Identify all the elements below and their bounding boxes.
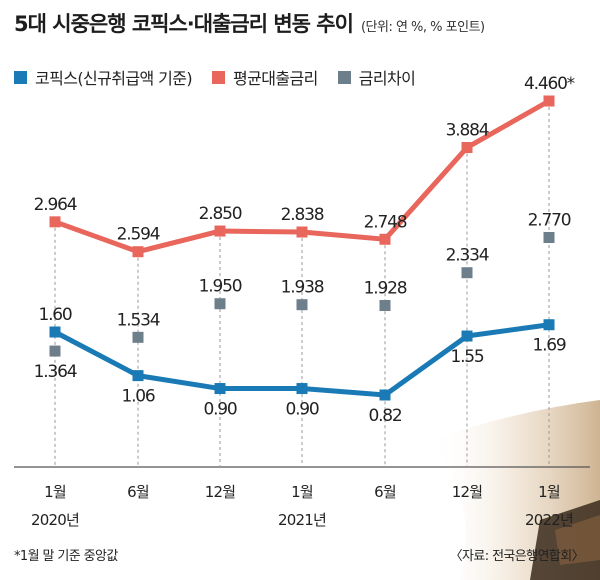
x-tick-label: 6월 (127, 483, 149, 501)
value-label-spread: 1.938 (281, 278, 324, 298)
x-year-label: 2021년 (278, 511, 326, 529)
chart-header: 5대 시중은행 코픽스·대출금리 변동 추이 (단위: 연 %, % 포인트) (14, 8, 586, 44)
value-label-loan-rate: 2.838 (281, 205, 324, 225)
value-labels: 1.60 1.06 0.90 0.90 0.82 1.55 1.69 2.964 2.594 2.… (34, 74, 576, 426)
value-label-spread: 1.950 (199, 277, 242, 297)
legend-swatch-loan-rate (211, 70, 225, 84)
decorative-corner-image (430, 400, 600, 580)
data-markers (49, 95, 555, 401)
x-tick-label: 6월 (374, 483, 396, 501)
value-label-loan-rate: 2.748 (364, 212, 407, 232)
x-tick-label: 1월 (538, 483, 560, 501)
value-label-kofix: 0.90 (285, 400, 318, 420)
marker-spread (296, 299, 308, 311)
chart-unit-note: (단위: 연 %, % 포인트) (360, 20, 485, 35)
marker-loan-rate (49, 216, 61, 228)
marker-spread (379, 300, 391, 312)
marker-spread (214, 298, 226, 310)
legend-swatch-spread (337, 70, 351, 84)
x-tick-label: 1월 (44, 483, 66, 501)
value-label-spread: 2.334 (446, 246, 489, 266)
marker-kofix (214, 383, 226, 395)
value-label-loan-rate: 3.884 (446, 121, 489, 141)
guide-lines (54, 101, 550, 467)
x-tick-label: 12월 (452, 483, 483, 501)
source-note: 〈자료: 전국은행연합회〉 (449, 549, 585, 564)
value-label-kofix: 0.90 (203, 400, 236, 420)
value-label-kofix: 1.60 (38, 305, 71, 325)
value-label-spread: 1.928 (364, 279, 407, 299)
marker-loan-rate (543, 95, 555, 107)
x-tick-label: 1월 (291, 483, 313, 501)
legend-label-loan-rate: 평균대출금리 (232, 69, 318, 88)
value-label-spread: 1.534 (117, 310, 160, 330)
marker-loan-rate (379, 233, 391, 245)
x-year-label: 2020년 (31, 511, 79, 529)
marker-kofix (296, 383, 308, 395)
marker-spread (543, 232, 555, 243)
value-label-loan-rate: 2.850 (199, 204, 242, 224)
value-label-spread: 2.770 (528, 211, 571, 231)
x-year-label: 2022년 (525, 511, 573, 529)
legend-item-loan-rate: 평균대출금리 (211, 65, 318, 89)
marker-loan-rate (461, 142, 473, 154)
x-tick-label: 12월 (205, 483, 236, 501)
legend-item-spread: 금리차이 (337, 65, 416, 89)
marker-spread (461, 267, 473, 279)
marker-kofix (49, 326, 61, 338)
chart-title: 5대 시중은행 코픽스·대출금리 변동 추이 (14, 12, 354, 36)
marker-spread (49, 345, 61, 357)
legend-label-kofix: 코픽스(신규취급액 기준) (35, 69, 193, 88)
value-label-loan-rate: 2.964 (34, 195, 77, 215)
legend-swatch-kofix (14, 70, 27, 84)
marker-loan-rate (214, 225, 226, 237)
footnote: *1월 말 기준 중앙값 (14, 549, 118, 564)
marker-kofix (132, 370, 144, 382)
value-label-loan-rate: 4.460* (524, 74, 575, 94)
legend-item-kofix: 코픽스(신규취급액 기준) (14, 65, 193, 89)
legend-label-spread: 금리차이 (358, 69, 416, 88)
value-label-kofix: 0.82 (368, 406, 401, 426)
value-label-spread: 1.364 (34, 362, 77, 382)
marker-spread (132, 331, 144, 343)
value-label-kofix: 1.55 (450, 347, 483, 367)
value-label-loan-rate: 2.594 (117, 225, 160, 245)
marker-loan-rate (132, 246, 144, 258)
value-label-kofix: 1.69 (532, 336, 565, 356)
marker-loan-rate (296, 226, 308, 238)
marker-kofix (461, 330, 473, 342)
legend: 코픽스(신규취급액 기준) 평균대출금리 금리차이 (14, 60, 586, 94)
marker-kofix (543, 319, 555, 331)
marker-kofix (379, 389, 391, 401)
value-label-kofix: 1.06 (121, 387, 154, 407)
x-tick-labels: 1월 2020년 6월 12월 1월 2021년 6월 12월 1월 2022년 (31, 483, 574, 529)
